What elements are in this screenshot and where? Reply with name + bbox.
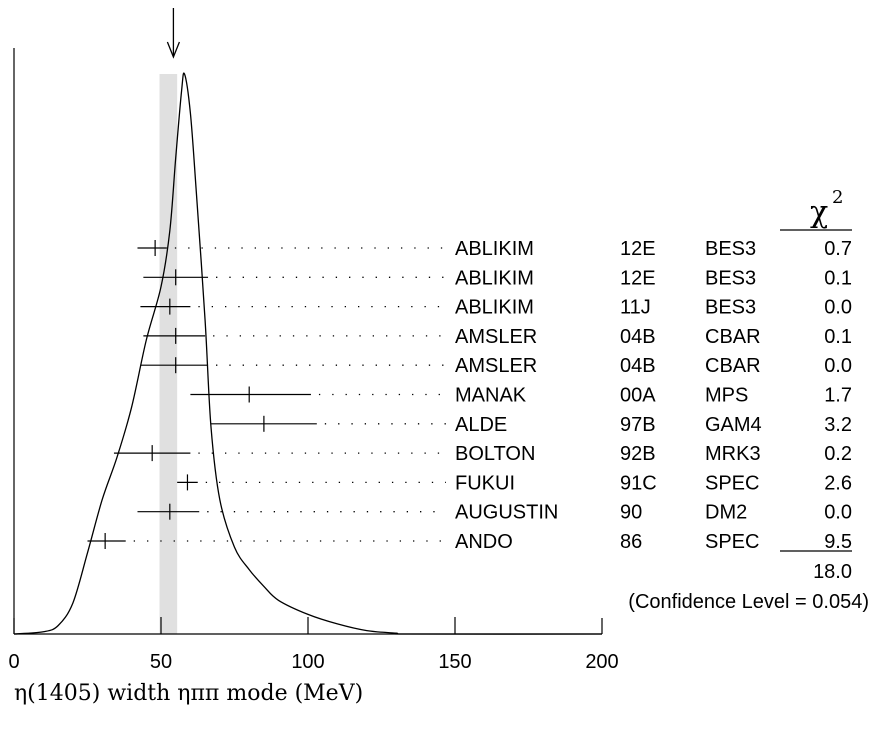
author-label: AMSLER (455, 355, 537, 377)
x-tick-label: 0 (8, 651, 19, 673)
author-label: MANAK (455, 385, 527, 407)
x-tick-label: 150 (438, 651, 471, 673)
experiment-label: SPEC (705, 472, 759, 494)
experiment-label: SPEC (705, 531, 759, 553)
chi2-value: 0.1 (824, 267, 852, 289)
measurement-row: ABLIKIM 12E BES3 0.7 (137, 238, 852, 260)
ref-label: 92B (620, 443, 656, 465)
chi2-value: 9.5 (824, 531, 852, 553)
author-label: BOLTON (455, 443, 535, 465)
chi2-value: 0.0 (824, 502, 852, 524)
x-axis-ticks: 0 50 100 150 200 (8, 617, 619, 673)
chi2-value: 0.2 (824, 443, 852, 465)
ref-label: 90 (620, 502, 642, 524)
experiment-label: BES3 (705, 267, 756, 289)
ref-label: 12E (620, 267, 656, 289)
chi2-header-superscript: 2 (832, 187, 843, 208)
experiment-label: BES3 (705, 297, 756, 319)
ideogram-curve (13, 72, 603, 635)
measurement-row: ABLIKIM 11J BES3 0.0 (140, 297, 852, 319)
ref-label: 97B (620, 414, 656, 436)
author-label: ABLIKIM (455, 297, 534, 319)
author-label: ALDE (455, 414, 507, 436)
author-label: ANDO (455, 531, 513, 553)
experiment-label: CBAR (705, 326, 761, 348)
measurement-row: BOLTON 92B MRK3 0.2 (113, 443, 852, 465)
ref-label: 91C (620, 472, 657, 494)
x-tick-label: 100 (291, 651, 324, 673)
chi2-header: χ (810, 195, 828, 230)
ref-label: 86 (620, 531, 642, 553)
arrow-head (166, 41, 181, 59)
chi2-value: 1.7 (824, 385, 852, 407)
x-tick-label: 50 (150, 651, 172, 673)
confidence-level: (Confidence Level = 0.054) (628, 591, 869, 613)
author-label: FUKUI (455, 472, 515, 494)
measurement-row: AMSLER 04B CBAR 0.1 (143, 326, 852, 348)
experiment-label: GAM4 (705, 414, 762, 436)
chi2-value: 0.0 (824, 355, 852, 377)
author-label: AUGUSTIN (455, 502, 558, 524)
measurement-row: ALDE 97B GAM4 3.2 (210, 414, 852, 436)
author-label: ABLIKIM (455, 238, 534, 260)
measurement-row: ABLIKIM 12E BES3 0.1 (143, 267, 852, 289)
experiment-label: MPS (705, 385, 748, 407)
ref-label: 12E (620, 238, 656, 260)
weighted-average-arrow (166, 8, 181, 59)
chi2-value: 0.0 (824, 297, 852, 319)
ref-label: 11J (620, 297, 651, 319)
weighted-average-band (159, 74, 178, 634)
chi2-value: 0.1 (824, 326, 852, 348)
x-axis-label: η(1405) width ηππ mode (MeV) (14, 681, 363, 706)
ref-label: 00A (620, 385, 656, 407)
ref-label: 04B (620, 355, 656, 377)
measurement-row: FUKUI 91C SPEC 2.6 (177, 472, 852, 494)
chi2-value: 3.2 (824, 414, 852, 436)
experiment-label: CBAR (705, 355, 761, 377)
author-label: ABLIKIM (455, 267, 534, 289)
chi2-value: 0.7 (824, 238, 852, 260)
measurement-row: AMSLER 04B CBAR 0.0 (140, 355, 852, 377)
chi2-value: 2.6 (824, 472, 852, 494)
measurement-row: ANDO 86 SPEC 9.5 (87, 531, 852, 553)
ref-label: 04B (620, 326, 656, 348)
chi2-total: 18.0 (813, 561, 852, 583)
measurement-row: AUGUSTIN 90 DM2 0.0 (137, 502, 852, 524)
author-label: AMSLER (455, 326, 537, 348)
experiment-label: MRK3 (705, 443, 761, 465)
experiment-label: BES3 (705, 238, 756, 260)
experiment-label: DM2 (705, 502, 747, 524)
measurement-row: MANAK 00A MPS 1.7 (190, 385, 852, 407)
x-tick-label: 200 (585, 651, 618, 673)
